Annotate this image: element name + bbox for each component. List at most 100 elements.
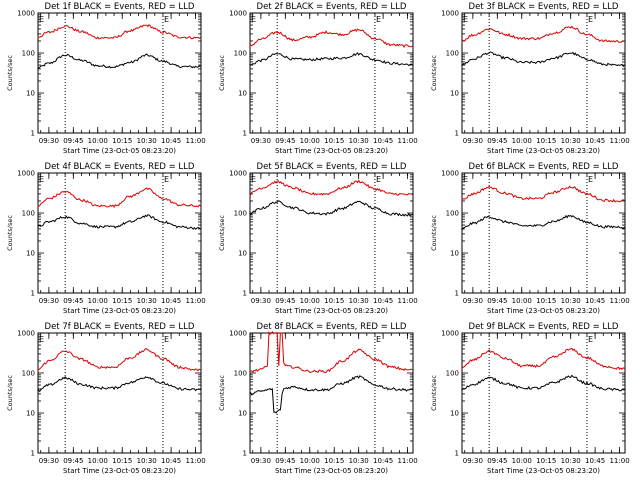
e-marker-label: E xyxy=(251,15,256,24)
x-tick-label: 09:45 xyxy=(275,297,295,305)
lld-series-line xyxy=(249,28,413,48)
x-tick-label: 10:00 xyxy=(88,297,108,305)
events-series-line xyxy=(461,214,625,231)
x-tick-label: 09:30 xyxy=(463,297,483,305)
y-tick-label: 100 xyxy=(446,50,459,58)
plot-frame xyxy=(37,12,202,134)
x-tick-label: 11:00 xyxy=(609,457,629,465)
y-tick-label: 1 xyxy=(243,290,247,298)
y-tick-label: 1 xyxy=(455,450,459,458)
panel-title: Det 7f BLACK = Events, RED = LLD xyxy=(45,322,195,332)
lld-series-line xyxy=(461,185,625,203)
events-series-line xyxy=(461,51,625,68)
y-tick-label: 10 xyxy=(26,90,35,98)
lld-series-line xyxy=(461,347,625,371)
y-tick-label: 1 xyxy=(31,290,35,298)
x-tick-label: 09:45 xyxy=(63,457,83,465)
x-tick-label: 11:00 xyxy=(397,137,417,145)
y-axis-label: Counts/sec xyxy=(430,215,438,251)
panel-title: Det 9f BLACK = Events, RED = LLD xyxy=(469,322,619,332)
x-tick-label: 10:00 xyxy=(300,137,320,145)
lld-series-line xyxy=(249,331,413,374)
y-tick-label: 10 xyxy=(238,410,247,418)
detector-panel-9: Det 9f BLACK = Events, RED = LLD Counts/s… xyxy=(430,322,630,475)
x-tick-label: 09:45 xyxy=(487,457,507,465)
x-tick-label: 10:30 xyxy=(561,137,581,145)
y-tick-label: 100 xyxy=(234,210,247,218)
x-tick-label: 09:30 xyxy=(251,137,271,145)
events-series-line xyxy=(37,376,201,393)
e-marker-label: E xyxy=(39,175,44,184)
x-tick-label: 09:30 xyxy=(251,457,271,465)
y-tick-label: 10 xyxy=(26,410,35,418)
x-tick-label: 11:00 xyxy=(185,457,205,465)
y-tick-label: 100 xyxy=(446,210,459,218)
x-tick-label: 10:15 xyxy=(112,457,132,465)
x-tick-label: 11:00 xyxy=(397,297,417,305)
y-tick-label: 1 xyxy=(243,450,247,458)
plot-frame xyxy=(249,172,414,294)
events-series-line xyxy=(249,200,413,217)
y-tick-label: 100 xyxy=(22,50,35,58)
panel-title: Det 1f BLACK = Events, RED = LLD xyxy=(45,2,195,12)
e-marker-label: E xyxy=(588,335,593,344)
x-tick-label: 10:00 xyxy=(512,137,532,145)
x-tick-label: 10:45 xyxy=(585,297,605,305)
x-axis-label: Start Time (23-Oct-05 08:23:20) xyxy=(275,147,388,155)
e-marker-label: E xyxy=(164,335,169,344)
e-marker-label: E xyxy=(376,175,381,184)
y-tick-label: 1 xyxy=(455,130,459,138)
detector-panel-1: Det 1f BLACK = Events, RED = LLD Counts/s… xyxy=(6,2,206,155)
x-tick-label: 11:00 xyxy=(185,297,205,305)
x-tick-label: 10:30 xyxy=(137,137,157,145)
x-tick-label: 09:30 xyxy=(463,457,483,465)
events-series-line xyxy=(461,374,625,392)
y-tick-label: 1 xyxy=(455,290,459,298)
e-marker-label: E xyxy=(588,15,593,24)
y-tick-label: 10 xyxy=(450,410,459,418)
x-axis-label: Start Time (23-Oct-05 08:23:20) xyxy=(275,467,388,475)
plot-frame xyxy=(461,172,626,294)
x-tick-label: 10:15 xyxy=(536,457,556,465)
x-axis-label: Start Time (23-Oct-05 08:23:20) xyxy=(63,307,176,315)
events-series-line xyxy=(249,375,413,414)
x-tick-label: 09:30 xyxy=(39,457,59,465)
y-tick-label: 10 xyxy=(238,90,247,98)
x-tick-label: 10:45 xyxy=(161,137,181,145)
y-axis-label: Counts/sec xyxy=(6,375,14,411)
e-marker-label: E xyxy=(251,175,256,184)
x-tick-label: 10:30 xyxy=(137,457,157,465)
x-tick-label: 09:30 xyxy=(251,297,271,305)
x-tick-label: 10:00 xyxy=(300,457,320,465)
x-tick-label: 10:45 xyxy=(161,457,181,465)
x-tick-label: 10:15 xyxy=(112,137,132,145)
x-tick-label: 11:00 xyxy=(185,137,205,145)
y-axis-label: Counts/sec xyxy=(218,215,226,251)
events-series-line xyxy=(249,52,413,67)
x-tick-label: 09:45 xyxy=(275,457,295,465)
x-tick-label: 10:45 xyxy=(585,137,605,145)
x-tick-label: 10:30 xyxy=(349,137,369,145)
panel-title: Det 8f BLACK = Events, RED = LLD xyxy=(257,322,407,332)
y-tick-label: 100 xyxy=(22,210,35,218)
x-tick-label: 09:45 xyxy=(275,137,295,145)
y-axis-label: Counts/sec xyxy=(6,55,14,91)
x-axis-label: Start Time (23-Oct-05 08:23:20) xyxy=(487,147,600,155)
e-marker-label: E xyxy=(39,335,44,344)
y-axis-label: Counts/sec xyxy=(430,55,438,91)
x-tick-label: 10:00 xyxy=(88,137,108,145)
plot-frame xyxy=(37,172,202,294)
x-tick-label: 10:00 xyxy=(512,457,532,465)
y-tick-label: 1000 xyxy=(441,170,459,178)
panel-title: Det 5f BLACK = Events, RED = LLD xyxy=(257,162,407,172)
y-axis-label: Counts/sec xyxy=(218,375,226,411)
e-marker-label: E xyxy=(588,175,593,184)
events-series-line xyxy=(37,53,201,70)
x-tick-label: 10:45 xyxy=(373,297,393,305)
x-tick-label: 10:45 xyxy=(161,297,181,305)
y-tick-label: 10 xyxy=(238,250,247,258)
e-marker-label: E xyxy=(463,335,468,344)
x-tick-label: 09:30 xyxy=(463,137,483,145)
y-tick-label: 100 xyxy=(446,370,459,378)
y-tick-label: 100 xyxy=(234,50,247,58)
